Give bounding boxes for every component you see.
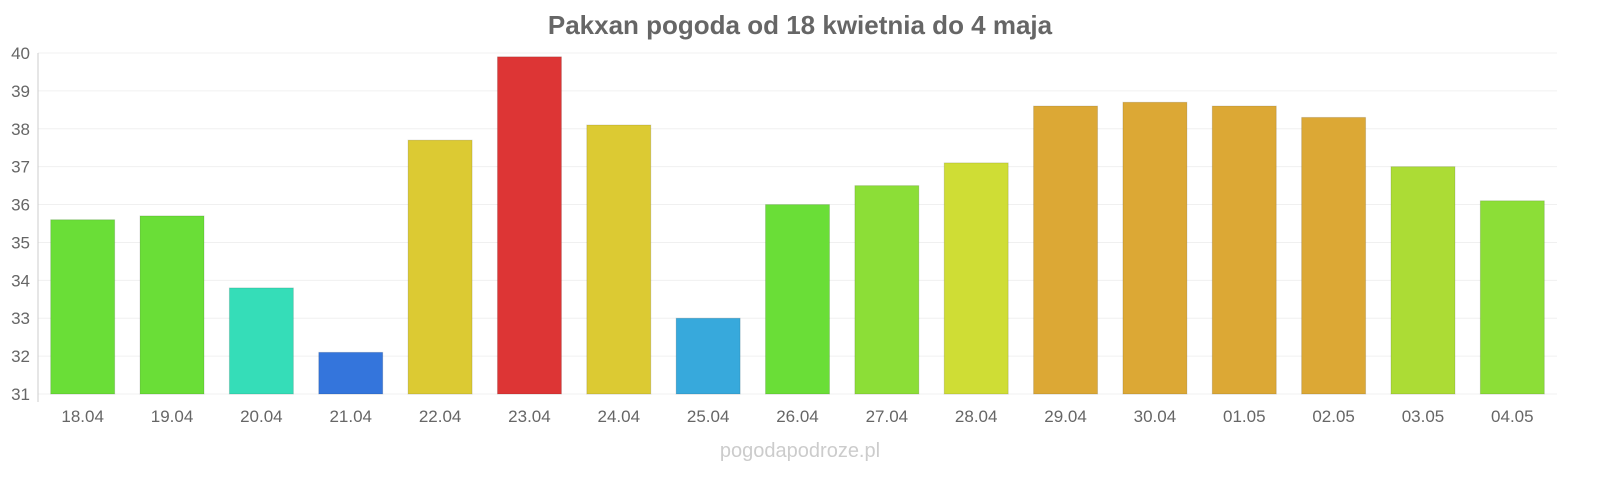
x-tick-label: 23.04 <box>508 407 551 426</box>
bar-04.05 <box>1479 200 1545 395</box>
x-tick-label: 30.04 <box>1134 407 1177 426</box>
y-tick-label: 34 <box>11 271 30 290</box>
bar-02.05 <box>1301 116 1367 395</box>
bar-23.04 <box>496 56 562 395</box>
y-tick-label: 32 <box>11 347 30 366</box>
x-tick-label: 21.04 <box>329 407 372 426</box>
x-tick-label: 19.04 <box>151 407 194 426</box>
x-tick-label: 26.04 <box>776 407 819 426</box>
y-tick-label: 35 <box>11 233 30 252</box>
x-tick-label: 27.04 <box>866 407 909 426</box>
bar-22.04 <box>407 139 473 395</box>
bar-27.04 <box>854 185 920 395</box>
bar-26.04 <box>765 204 830 395</box>
bar-18.04 <box>50 219 116 395</box>
x-tick-label: 24.04 <box>598 407 641 426</box>
y-tick-label: 33 <box>11 309 30 328</box>
bar-03.05 <box>1390 166 1456 395</box>
y-tick-label: 39 <box>11 82 30 101</box>
chart-title: Pakxan pogoda od 18 kwietnia do 4 maja <box>547 10 1053 40</box>
x-tick-label: 03.05 <box>1402 407 1445 426</box>
x-tick-label: 02.05 <box>1312 407 1355 426</box>
x-tick-label: 22.04 <box>419 407 462 426</box>
bar-25.04 <box>675 317 741 395</box>
bar-20.04 <box>228 287 294 395</box>
y-tick-label: 40 <box>11 44 30 63</box>
x-tick-label: 29.04 <box>1044 407 1087 426</box>
bar-01.05 <box>1211 105 1277 395</box>
bar-28.04 <box>943 162 1009 395</box>
bar-29.04 <box>1033 105 1099 395</box>
x-tick-label: 01.05 <box>1223 407 1266 426</box>
x-tick-label: 28.04 <box>955 407 998 426</box>
bar-24.04 <box>586 124 652 395</box>
x-tick-label: 04.05 <box>1491 407 1534 426</box>
x-tick-label: 18.04 <box>61 407 104 426</box>
bar-21.04 <box>318 351 384 395</box>
bar-19.04 <box>139 215 205 395</box>
y-tick-label: 36 <box>11 196 30 215</box>
y-tick-label: 38 <box>11 120 30 139</box>
watermark: pogodapodroze.pl <box>719 440 881 462</box>
bar-30.04 <box>1122 101 1188 395</box>
x-tick-label: 25.04 <box>687 407 730 426</box>
x-tick-label: 20.04 <box>240 407 283 426</box>
y-tick-label: 31 <box>11 385 30 404</box>
y-tick-label: 37 <box>11 158 30 177</box>
